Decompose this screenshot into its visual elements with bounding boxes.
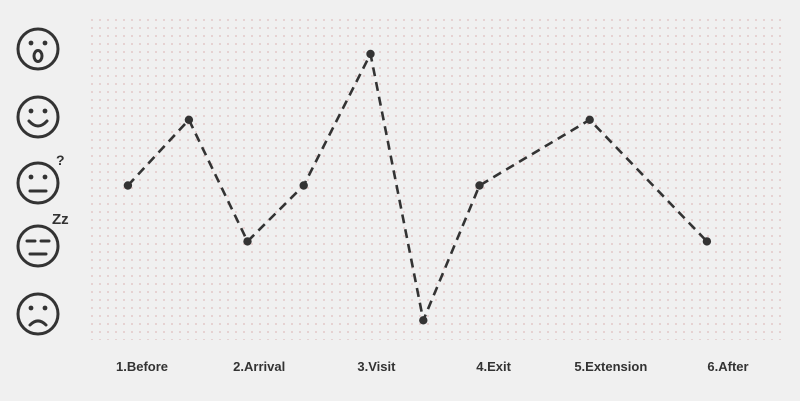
series-layer [123,49,712,325]
data-point [123,181,133,190]
sad-face-icon [16,292,60,336]
data-point [475,181,484,190]
x-tick-label: 4.Exit [476,359,511,374]
x-tick-label: 2.Arrival [233,359,285,374]
data-point [419,316,428,325]
bored-sleepy-face-icon: Zz [16,211,69,268]
surprised-face-icon [16,27,60,71]
x-tick-label: 1.Before [116,359,168,374]
data-point [366,49,375,59]
svg-text:?: ? [56,152,65,168]
data-point [702,237,712,246]
happy-face-icon [16,95,60,139]
data-point [184,115,194,125]
data-point [299,181,308,190]
data-point [585,115,594,125]
x-tick-label: 3.Visit [357,359,396,374]
plot-area-grid [85,18,785,340]
data-point [243,237,252,246]
y-axis-emotion-icons: ? Zz [16,27,69,336]
confused-face-icon: ? [16,152,65,205]
x-tick-label: 6.After [707,359,748,374]
x-tick-label: 5.Extension [574,359,647,374]
svg-text:Zz: Zz [52,211,69,228]
x-axis-tick-labels: 1.Before 2.Arrival 3.Visit 4.Exit 5.Extensio… [116,359,749,374]
